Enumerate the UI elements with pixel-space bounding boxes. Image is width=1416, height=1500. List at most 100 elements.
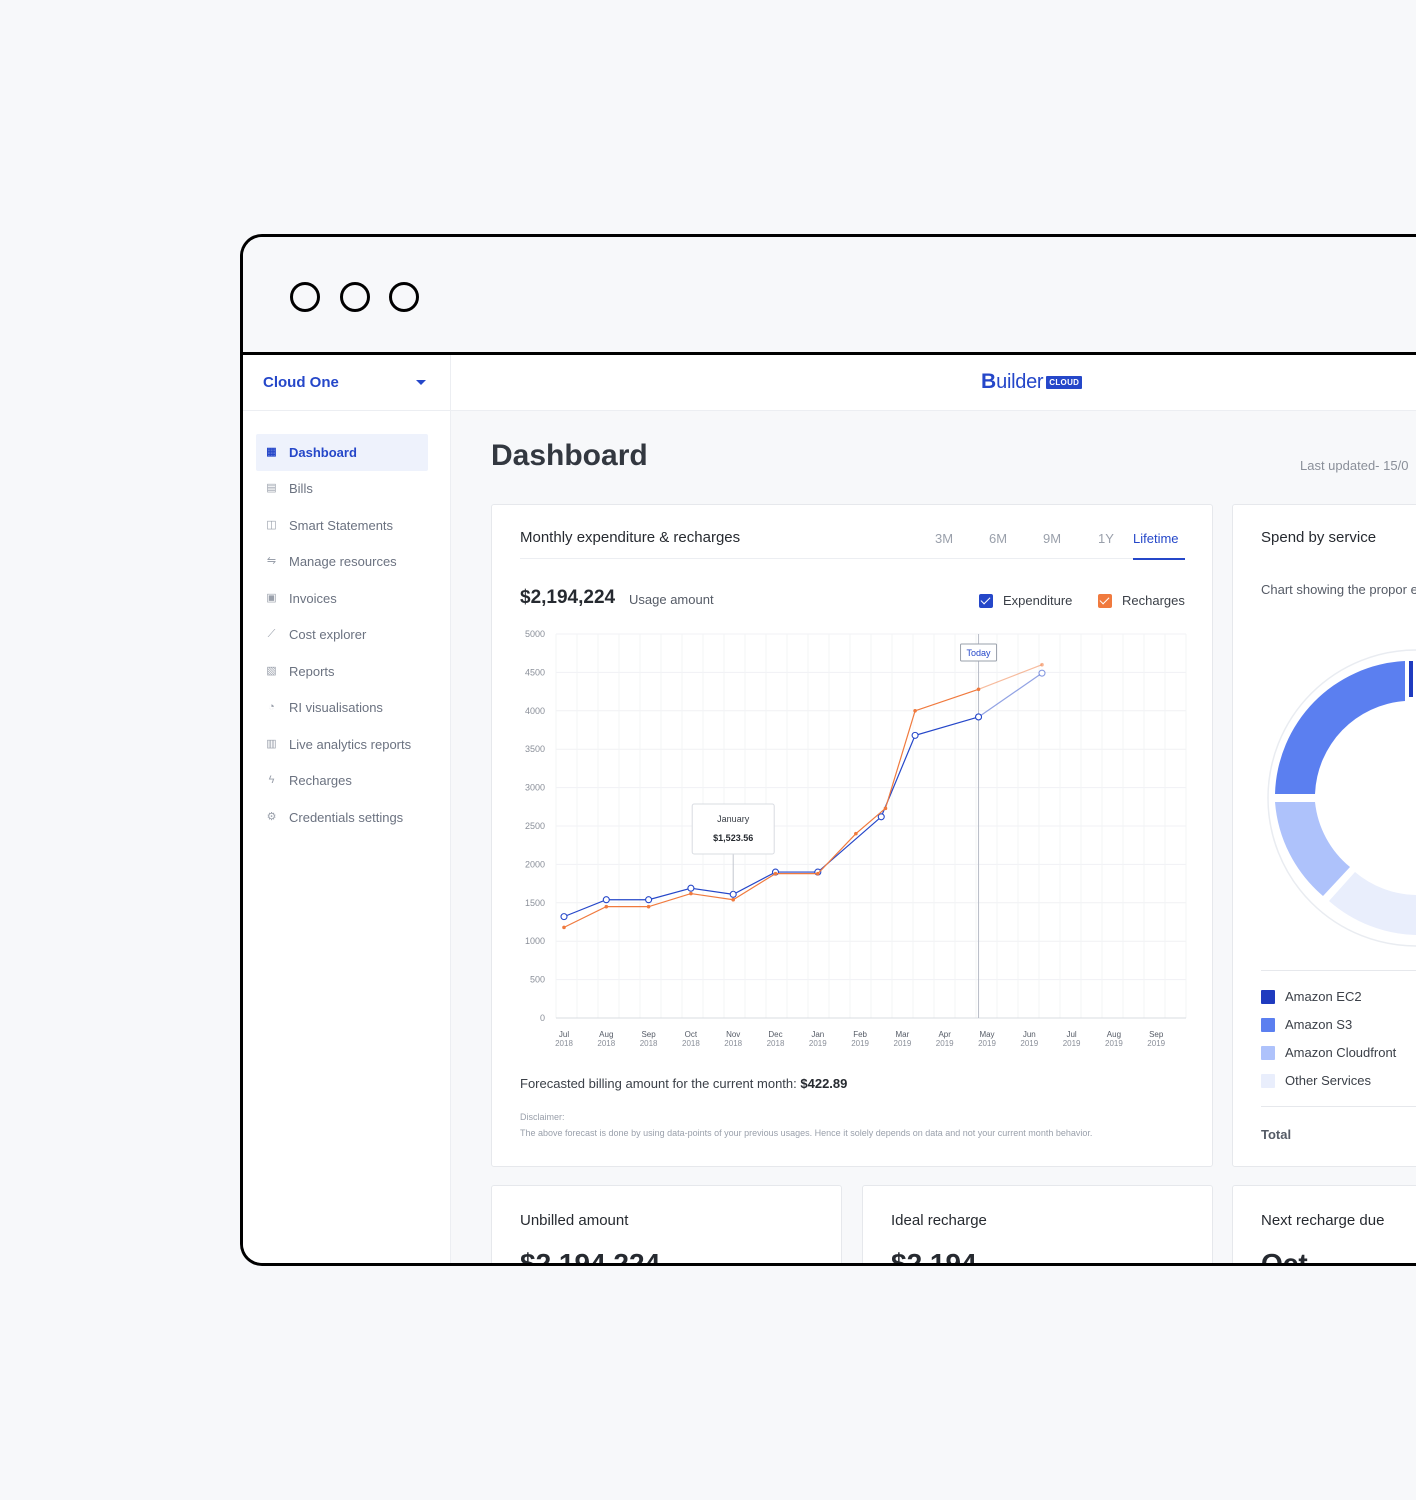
window-control-close[interactable] — [290, 282, 320, 312]
divider — [1261, 970, 1416, 971]
legend-label: Recharges — [1122, 593, 1185, 608]
service-legend-item: Amazon EC2 — [1261, 989, 1362, 1004]
window-control-maximize[interactable] — [389, 282, 419, 312]
data-point-recharges — [883, 806, 888, 811]
org-switcher[interactable]: Cloud One — [243, 355, 450, 411]
x-tick-year: 2019 — [809, 1039, 827, 1048]
sidebar-item-dashboard[interactable]: ▦ Dashboard — [256, 434, 428, 471]
divider — [520, 558, 1184, 559]
sidebar-item-recharges[interactable]: ϟ Recharges — [256, 763, 428, 800]
x-tick-month: Aug — [599, 1030, 613, 1039]
x-tick-year: 2019 — [936, 1039, 954, 1048]
x-tick-year: 2019 — [978, 1039, 996, 1048]
x-tick-year: 2019 — [894, 1039, 912, 1048]
swap-icon: ⇋ — [266, 555, 277, 568]
bar-chart-icon: ▥ — [266, 737, 277, 750]
card-title: Ideal recharge — [891, 1212, 987, 1229]
data-point-recharges — [562, 925, 566, 930]
sidebar-item-label: Manage resources — [289, 554, 397, 570]
logo-badge: CLOUD — [1046, 375, 1083, 389]
x-tick-year: 2018 — [682, 1039, 700, 1048]
x-tick-year: 2019 — [1020, 1039, 1038, 1048]
legend-expenditure[interactable]: Expenditure — [979, 593, 1072, 608]
forecast-label: Forecasted billing amount for the curren… — [520, 1076, 801, 1091]
spend-by-service-card: Spend by service Chart showing the propo… — [1232, 504, 1416, 1167]
tab-3m[interactable]: 3M — [935, 531, 954, 546]
tab-9m[interactable]: 9M — [1043, 531, 1062, 546]
x-tick-month: May — [979, 1030, 994, 1039]
series-line-expenditure — [563, 716, 979, 918]
service-label: Amazon S3 — [1285, 1017, 1353, 1032]
data-point-expenditure — [877, 813, 885, 821]
card-title: Monthly expenditure & recharges — [520, 529, 741, 546]
service-legend-item: Amazon S3 — [1261, 1017, 1352, 1032]
sidebar-item-invoices[interactable]: ▣ Invoices — [256, 580, 428, 617]
tab-lifetime[interactable]: Lifetime — [1133, 531, 1179, 546]
page-title: Dashboard — [491, 439, 648, 472]
sidebar-item-ri-visualisations[interactable]: ◔ RI visualisations — [256, 690, 428, 727]
window-control-minimize[interactable] — [340, 282, 370, 312]
checkbox-icon[interactable] — [979, 593, 993, 608]
card-value: Oct — [1261, 1248, 1308, 1266]
tab-1y[interactable]: 1Y — [1098, 531, 1114, 546]
today-marker-box — [960, 643, 998, 662]
x-tick-year: 2019 — [1063, 1039, 1081, 1048]
invoice-icon: ▣ — [266, 591, 277, 604]
legend-recharges[interactable]: Recharges — [1098, 593, 1185, 608]
legend-swatch — [1261, 1073, 1275, 1088]
x-tick-month: Feb — [853, 1030, 867, 1039]
tab-6m[interactable]: 6M — [989, 531, 1008, 546]
sidebar-item-cost-explorer[interactable]: ⟋ Cost explorer — [256, 617, 428, 654]
service-label: Amazon EC2 — [1285, 989, 1362, 1004]
x-tick-month: Dec — [768, 1030, 782, 1039]
x-tick-month: Jul — [559, 1030, 569, 1039]
checkbox-icon[interactable] — [1098, 593, 1112, 608]
sidebar-item-manage-resources[interactable]: ⇋ Manage resources — [256, 544, 428, 581]
next-recharge-card: Next recharge due Oct — [1232, 1185, 1416, 1266]
sidebar-item-label: Reports — [289, 663, 335, 679]
sidebar-item-credentials-settings[interactable]: ⚙ Credentials settings — [256, 799, 428, 836]
data-point-expenditure — [687, 884, 695, 892]
data-point-expenditure — [1038, 669, 1046, 677]
browser-window: Cloud One ▦ Dashboard ▤ Bills ◫ Smart Stateme… — [240, 234, 1416, 1266]
sidebar-item-live-analytics-reports[interactable]: ▥ Live analytics reports — [256, 726, 428, 763]
total-label: Total — [1261, 1127, 1292, 1142]
tooltip-value: $1,523.56 — [713, 833, 753, 843]
x-tick-month: Sep — [1149, 1030, 1164, 1039]
x-tick-month: Apr — [938, 1030, 951, 1039]
unbilled-amount-card: Unbilled amount $2,194,224 — [491, 1185, 842, 1266]
legend-swatch — [1261, 1017, 1275, 1032]
sidebar-item-label: Smart Statements — [289, 517, 394, 533]
sidebar-item-reports[interactable]: ▧ Reports — [256, 653, 428, 690]
org-name: Cloud One — [263, 374, 339, 391]
data-point-recharges — [854, 831, 858, 836]
sidebar-item-label: Cost explorer — [289, 627, 367, 643]
sidebar-item-smart-statements[interactable]: ◫ Smart Statements — [256, 507, 428, 544]
logo-text: uilder — [996, 370, 1044, 393]
x-tick-year: 2018 — [597, 1039, 615, 1048]
x-tick-year: 2019 — [1147, 1039, 1165, 1048]
expenditure-card: Monthly expenditure & recharges 3M 6M 9M 1Y… — [491, 504, 1213, 1167]
data-point-recharges — [731, 897, 735, 902]
bolt-icon: ϟ — [268, 774, 275, 787]
x-tick-month: Oct — [685, 1030, 698, 1039]
sidebar-item-label: Recharges — [289, 773, 352, 789]
data-point-recharges — [976, 687, 981, 692]
forecast-value: $422.89 — [800, 1076, 848, 1091]
sidebar-item-bills[interactable]: ▤ Bills — [256, 471, 428, 508]
data-point-recharges — [913, 709, 917, 713]
card-value: $2,194 — [891, 1248, 977, 1266]
service-legend-item: Amazon Cloudfront — [1261, 1045, 1396, 1060]
statement-icon: ◫ — [266, 518, 277, 531]
x-tick-year: 2018 — [640, 1039, 658, 1048]
x-tick-month: Nov — [726, 1030, 740, 1039]
data-point-expenditure — [602, 896, 610, 904]
y-tick-label: 3000 — [525, 783, 545, 793]
legend-swatch — [1261, 1045, 1275, 1060]
card-value: $2,194,224 — [520, 1248, 661, 1266]
gear-icon: ⚙ — [266, 810, 277, 823]
x-tick-year: 2018 — [555, 1039, 573, 1048]
service-legend-item: Other Services — [1261, 1073, 1371, 1088]
sidebar-nav: ▦ Dashboard ▤ Bills ◫ Smart Statements ⇋ Manage… — [243, 411, 450, 836]
